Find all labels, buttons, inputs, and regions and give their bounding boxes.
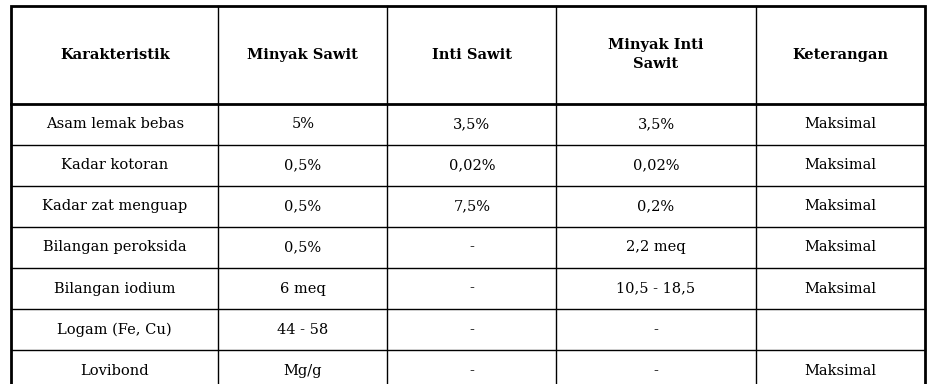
Text: 0,5%: 0,5% bbox=[285, 199, 321, 214]
Text: -: - bbox=[469, 323, 475, 337]
Text: Maksimal: Maksimal bbox=[804, 158, 876, 172]
Text: Logam (Fe, Cu): Logam (Fe, Cu) bbox=[57, 323, 172, 337]
Text: Minyak Inti
Sawit: Minyak Inti Sawit bbox=[608, 38, 704, 71]
Text: Maksimal: Maksimal bbox=[804, 240, 876, 255]
Text: Kadar zat menguap: Kadar zat menguap bbox=[42, 199, 187, 214]
Text: 3,5%: 3,5% bbox=[453, 117, 490, 131]
Text: Bilangan peroksida: Bilangan peroksida bbox=[43, 240, 186, 255]
Text: -: - bbox=[469, 281, 475, 296]
Text: Bilangan iodium: Bilangan iodium bbox=[54, 281, 175, 296]
Text: 5%: 5% bbox=[291, 117, 314, 131]
Text: -: - bbox=[469, 364, 475, 378]
Text: 0,2%: 0,2% bbox=[637, 199, 675, 214]
Text: Mg/g: Mg/g bbox=[284, 364, 322, 378]
Text: 7,5%: 7,5% bbox=[453, 199, 490, 214]
Text: 2,2 meq: 2,2 meq bbox=[626, 240, 686, 255]
Text: Inti Sawit: Inti Sawit bbox=[431, 48, 512, 62]
Text: Lovibond: Lovibond bbox=[80, 364, 149, 378]
Text: Keterangan: Keterangan bbox=[792, 48, 888, 62]
Text: Asam lemak bebas: Asam lemak bebas bbox=[46, 117, 183, 131]
Text: 0,5%: 0,5% bbox=[285, 158, 321, 172]
Text: Maksimal: Maksimal bbox=[804, 281, 876, 296]
Text: Maksimal: Maksimal bbox=[804, 117, 876, 131]
Text: 6 meq: 6 meq bbox=[280, 281, 326, 296]
Text: 3,5%: 3,5% bbox=[637, 117, 675, 131]
Text: 0,5%: 0,5% bbox=[285, 240, 321, 255]
Text: -: - bbox=[469, 240, 475, 255]
Text: Minyak Sawit: Minyak Sawit bbox=[247, 48, 358, 62]
Text: 10,5 - 18,5: 10,5 - 18,5 bbox=[617, 281, 695, 296]
Text: -: - bbox=[653, 323, 658, 337]
Text: 0,02%: 0,02% bbox=[448, 158, 495, 172]
Text: -: - bbox=[653, 364, 658, 378]
Text: Maksimal: Maksimal bbox=[804, 364, 876, 378]
Text: 44 - 58: 44 - 58 bbox=[277, 323, 329, 337]
Text: Kadar kotoran: Kadar kotoran bbox=[61, 158, 168, 172]
Text: Maksimal: Maksimal bbox=[804, 199, 876, 214]
Text: 0,02%: 0,02% bbox=[633, 158, 680, 172]
Text: Karakteristik: Karakteristik bbox=[60, 48, 169, 62]
